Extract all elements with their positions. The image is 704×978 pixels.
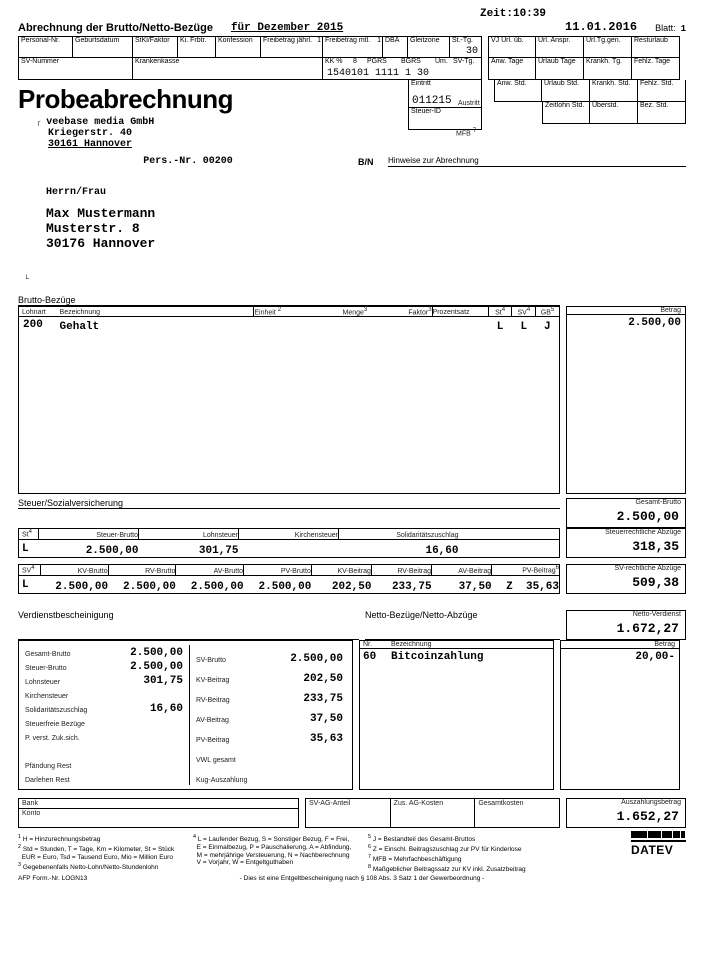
time: Zeit:10:39	[18, 8, 546, 20]
sv-row: SV4 KV-Brutto RV-Brutto AV-Brutto PV-Bru…	[18, 564, 686, 594]
company-street: Kriegerstr. 40	[48, 128, 408, 139]
doc-title: Abrechnung der Brutto/Netto-Bezüge	[18, 22, 213, 34]
steuer-sv-section: Steuer/Sozialversicherung Gesamt-Brutto …	[18, 498, 686, 528]
verdienst-section: Verdienstbescheinigung Netto-Bezüge/Nett…	[18, 610, 686, 640]
bank-row: Bank Konto SV-AG-Anteil Zus. AG-Kosten G…	[18, 798, 686, 828]
company-name: ┌ veebase media GmbH	[36, 117, 408, 128]
footnotes: 1 H = Hinzurechnungsbetrag 2 Std = Stund…	[18, 831, 686, 874]
verdienst-body: Gesamt-Brutto2.500,00Steuer-Brutto2.500,…	[18, 640, 686, 790]
row-personal: Personal-Nr. Geburtsdatum StKl/Faktor Ki…	[18, 36, 686, 58]
big-title: Probeabrechnung	[18, 84, 408, 115]
steuer-row: St4 Steuer-Brutto Lohnsteuer Kirchensteu…	[18, 528, 686, 558]
datev-logo: DATEV	[631, 831, 686, 874]
hinweise-label: Hinweise zur Abrechnung	[388, 156, 686, 167]
brutto-section: Brutto-Bezüge Lohnart Bezeichnung Einhei…	[18, 295, 686, 494]
date: 11.01.2016	[565, 20, 637, 34]
pers-nr: Pers.-Nr. 00200	[18, 156, 358, 167]
row-sv: SV-Nummer Krankenkasse KK %8 PGRS BGRS U…	[18, 58, 686, 80]
addressee: Herrn/Frau Max Mustermann Musterstr. 8 3…	[46, 187, 686, 251]
bn: B/N	[358, 157, 388, 167]
company-city: 30161 Hannover	[48, 139, 408, 150]
blatt: Blatt: 1	[655, 23, 686, 34]
period: für Dezember 2015	[231, 22, 343, 34]
